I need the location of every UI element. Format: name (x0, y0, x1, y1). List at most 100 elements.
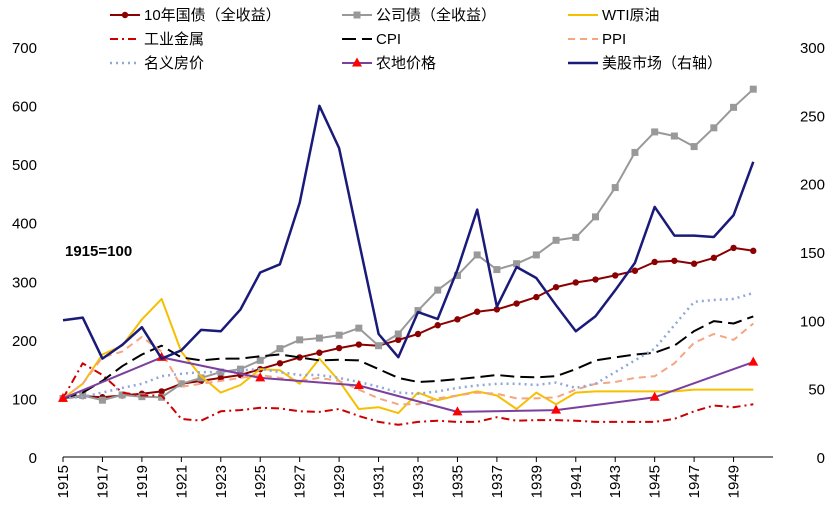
series-line (62, 356, 754, 413)
legend-item: 农地价格 (342, 55, 436, 72)
data-point (749, 85, 757, 93)
left-axis-tick-label: 100 (12, 391, 37, 408)
legend-item: CPI (342, 31, 401, 48)
data-point (750, 247, 757, 255)
data-point (592, 213, 599, 221)
legend-label: 农地价格 (376, 55, 436, 72)
x-axis-tick-label: 1921 (173, 465, 190, 498)
data-point (572, 233, 580, 241)
series-layer (58, 85, 759, 426)
data-point (276, 360, 284, 367)
data-point (551, 404, 562, 414)
legend-item: 公司债（全收益） (342, 6, 496, 24)
series-line (62, 315, 754, 400)
data-point (612, 272, 619, 279)
data-point (158, 393, 166, 401)
series-line (62, 104, 755, 360)
legend-label: 公司债（全收益） (376, 6, 496, 24)
data-point (533, 293, 540, 301)
series-4 (62, 315, 754, 400)
data-point (730, 244, 737, 252)
data-point (316, 349, 323, 356)
data-point (552, 283, 560, 291)
data-point (473, 308, 481, 315)
data-point (493, 306, 501, 313)
x-axis-tick-label: 1945 (647, 465, 664, 498)
left-axis-tick-label: 300 (12, 274, 37, 291)
data-point (611, 184, 619, 192)
legend-label: 10年国债（全收益） (144, 6, 281, 24)
legend-label: 工业金属 (144, 31, 204, 48)
legend-label: 美股市场（右轴） (602, 55, 722, 72)
data-point (375, 342, 383, 350)
data-point (335, 344, 343, 352)
data-point (434, 286, 442, 294)
data-point (355, 324, 363, 332)
legend-item: 名义房价 (110, 55, 204, 72)
series-2 (62, 297, 754, 415)
x-axis-tick-label: 1947 (686, 465, 703, 498)
data-point (414, 307, 422, 315)
series-3 (62, 362, 754, 426)
x-axis-tick-label: 1943 (607, 465, 624, 498)
legend-label: WTI原油 (602, 7, 660, 24)
legend-item: 美股市场（右轴） (568, 55, 722, 72)
right-axis-tick-label: 200 (800, 177, 825, 194)
x-axis-tick-label: 1933 (410, 465, 427, 498)
data-point (217, 374, 224, 382)
data-point (748, 356, 759, 366)
data-point (414, 330, 422, 338)
left-axis-tick-label: 600 (12, 99, 37, 116)
x-axis-tick-label: 1917 (94, 465, 111, 498)
left-axis-tick-label: 500 (12, 157, 37, 174)
data-point (138, 393, 146, 401)
x-axis-tick-label: 1937 (489, 465, 506, 498)
data-point (255, 372, 266, 382)
data-point (710, 254, 718, 262)
left-axis-tick-label: 200 (12, 333, 37, 350)
x-axis-tick-label: 1935 (449, 465, 466, 498)
data-point (453, 271, 461, 279)
x-axis-tick-label: 1929 (331, 465, 348, 498)
right-axis-tick-label: 150 (800, 245, 825, 262)
legend-label: CPI (376, 31, 401, 48)
data-point (493, 266, 501, 274)
data-point (177, 380, 185, 388)
left-axis-tick-label: 400 (12, 216, 37, 233)
x-axis-tick-label: 1915 (55, 465, 72, 498)
data-point (335, 331, 343, 339)
x-axis-tick-label: 1939 (528, 465, 545, 498)
legend-label: 名义房价 (144, 55, 204, 72)
data-point (649, 391, 660, 401)
data-point (690, 143, 698, 151)
series-line (62, 362, 754, 426)
axes-layer: 0 100 200 300 400 500 600 700 0 50 100 150 200 250 300… (12, 40, 825, 498)
data-point (158, 388, 165, 395)
base-year-annotation: 1915=100 (65, 243, 132, 260)
data-point (572, 279, 579, 286)
data-point (434, 322, 441, 329)
series-7 (58, 351, 759, 416)
data-point (631, 267, 639, 274)
legend-item: 10年国债（全收益） (110, 6, 281, 24)
data-point (296, 336, 304, 344)
data-point (395, 336, 402, 344)
left-axis-tick-label: 700 (12, 40, 37, 57)
data-point (352, 57, 362, 67)
data-point (355, 341, 363, 348)
x-axis-tick-label: 1923 (213, 465, 230, 498)
data-point (592, 276, 599, 283)
data-point (730, 103, 738, 111)
data-point (296, 354, 303, 361)
x-axis-tick-label: 1925 (252, 465, 269, 498)
x-axis-tick-label: 1941 (568, 465, 585, 498)
series-5 (62, 322, 754, 406)
data-point (710, 124, 718, 132)
left-axis-tick-label: 0 (29, 450, 37, 467)
data-point (58, 392, 68, 402)
data-point (552, 236, 560, 244)
legend-item: 工业金属 (110, 31, 204, 48)
